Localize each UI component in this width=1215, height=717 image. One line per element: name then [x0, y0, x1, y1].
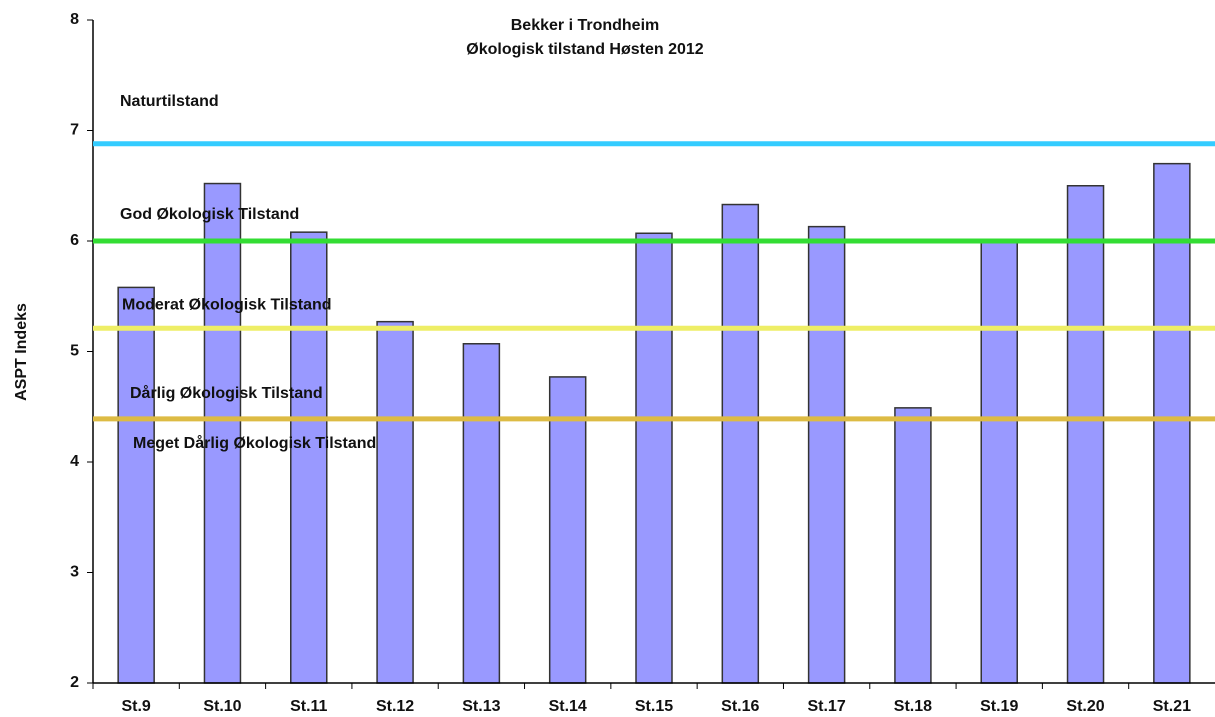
x-tick-label: St.16: [721, 698, 759, 715]
x-tick-label: St.10: [203, 698, 241, 715]
bar: [807, 225, 846, 684]
bar: [1066, 185, 1105, 684]
reference-label: Dårlig Økologisk Tilstand: [130, 384, 323, 402]
bar: [376, 320, 414, 684]
y-tick-label: 6: [70, 232, 79, 249]
x-tick-label: St.18: [894, 698, 932, 715]
bar: [462, 343, 501, 684]
y-tick-label: 2: [70, 674, 79, 691]
x-tick-label: St.14: [549, 698, 587, 715]
chart-title: Bekker i Trondheim: [511, 17, 660, 34]
bar: [1153, 162, 1191, 684]
reference-label: Naturtilstand: [120, 93, 219, 110]
chart-subtitle: Økologisk tilstand Høsten 2012: [466, 41, 704, 58]
bar: [980, 240, 1018, 684]
x-tick-label: St.19: [980, 698, 1018, 715]
x-tick-label: St.15: [635, 698, 673, 715]
bar: [203, 182, 242, 684]
annotation: Meget Dårlig Økologisk Tilstand: [133, 434, 376, 452]
y-tick-label: 3: [70, 564, 79, 581]
y-tick-label: 5: [70, 343, 79, 360]
bar: [635, 232, 673, 684]
x-tick-label: St.17: [807, 698, 845, 715]
x-tick-label: St.12: [376, 698, 414, 715]
y-axis-label: ASPT Indeks: [13, 303, 30, 401]
bar: [117, 286, 155, 684]
x-tick-label: St.20: [1066, 698, 1104, 715]
x-tick-label: St.13: [462, 698, 500, 715]
reference-label: God Økologisk Tilstand: [120, 206, 299, 223]
x-tick-label: St.9: [121, 698, 150, 715]
bar: [548, 376, 587, 684]
y-tick-label: 7: [70, 122, 79, 139]
y-tick-label: 4: [70, 453, 79, 470]
y-tick-label: 8: [70, 11, 79, 28]
x-tick-label: St.11: [290, 698, 327, 715]
bar: [894, 407, 932, 684]
reference-label: Moderat Økologisk Tilstand: [122, 297, 332, 314]
bar: [721, 203, 760, 684]
bar: [290, 231, 328, 684]
x-tick-label: St.21: [1153, 698, 1191, 715]
